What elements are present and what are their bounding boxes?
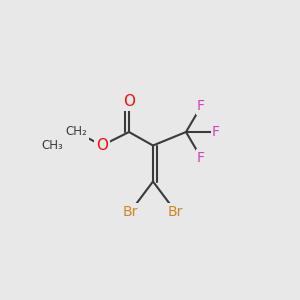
- Text: Br: Br: [168, 205, 183, 218]
- Text: CH₂: CH₂: [66, 125, 87, 139]
- Text: O: O: [96, 138, 108, 153]
- Text: F: F: [197, 151, 205, 164]
- Text: CH₃: CH₃: [42, 139, 63, 152]
- Text: F: F: [212, 125, 220, 139]
- Text: O: O: [123, 94, 135, 110]
- Text: Br: Br: [123, 205, 138, 218]
- Text: F: F: [197, 100, 205, 113]
